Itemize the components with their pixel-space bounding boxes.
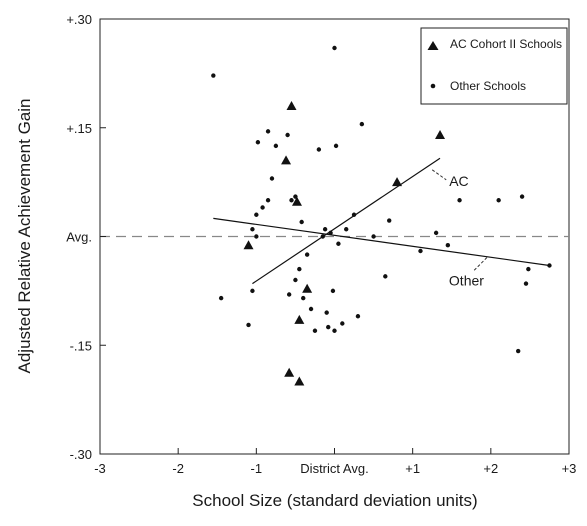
other-school-point <box>250 227 255 232</box>
other-school-point <box>320 234 325 239</box>
ac-school-point <box>302 283 313 293</box>
other-school-point <box>445 243 451 248</box>
other-school-point <box>286 292 292 297</box>
fit-line-other <box>213 217 550 267</box>
x-tick-label: -2 <box>172 461 184 476</box>
other-school-point <box>526 266 531 272</box>
other-school-point <box>308 306 314 312</box>
other-school-point <box>355 314 361 319</box>
legend-box <box>420 27 568 105</box>
other-school-point <box>269 176 275 181</box>
x-tick-label: +1 <box>405 461 420 476</box>
other-school-point <box>293 277 298 283</box>
y-axis-title: Adjusted Relative Achievement Gain <box>15 99 34 374</box>
ac-school-point <box>392 177 403 187</box>
other-school-point <box>344 227 349 232</box>
other-school-point <box>316 147 322 152</box>
other-school-point <box>301 295 306 301</box>
ac-school-point <box>294 314 305 324</box>
other-school-point <box>218 295 224 301</box>
other-school-point <box>250 288 255 294</box>
other-school-point <box>457 198 462 203</box>
fit-line-ac <box>252 157 441 285</box>
other-school-point <box>304 252 310 257</box>
other-school-point <box>246 322 251 328</box>
x-tick-label: District Avg. <box>300 461 368 476</box>
other-school-point <box>293 194 298 199</box>
ac-school-point <box>286 101 297 110</box>
other-school-point <box>265 198 271 203</box>
y-tick-label: -.15 <box>70 338 92 353</box>
other-label-leader <box>472 257 488 272</box>
other-school-point <box>336 241 341 246</box>
other-school-point <box>211 73 216 78</box>
other-school-point <box>496 198 501 203</box>
other-school-point <box>383 274 388 279</box>
other-school-point <box>371 234 376 239</box>
fit-label-other: Other <box>449 273 484 289</box>
ac-school-point <box>281 155 292 165</box>
x-tick-label: -3 <box>94 461 106 476</box>
y-tick-label: +.30 <box>66 12 92 27</box>
other-school-point <box>289 198 294 203</box>
other-school-point <box>523 281 529 286</box>
ac-school-point <box>291 196 302 206</box>
legend-label-ac: AC Cohort II Schools <box>450 37 562 51</box>
other-school-point <box>351 212 357 217</box>
other-school-point <box>515 348 521 354</box>
other-school-point <box>254 234 259 239</box>
other-school-point <box>297 266 302 272</box>
y-tick-label: -.30 <box>70 447 92 462</box>
y-axis: +.30 +.15 Avg. -.15 -.30 <box>66 12 106 462</box>
x-tick-label: +3 <box>562 461 577 476</box>
other-school-point <box>265 129 271 134</box>
other-school-point <box>328 230 333 236</box>
ac-school-point <box>243 240 254 250</box>
other-school-point <box>332 45 337 51</box>
legend-label-other: Other Schools <box>450 79 526 93</box>
x-axis: -3 -2 -1 District Avg. +1 +2 +3 <box>94 448 576 476</box>
other-school-point <box>340 321 345 326</box>
other-school-point <box>330 288 336 294</box>
other-school-point <box>255 140 261 145</box>
ac-label-leader <box>431 169 447 181</box>
x-axis-title: School Size (standard deviation units) <box>192 491 477 510</box>
other-school-point <box>260 205 265 210</box>
legend-triangle-marker <box>427 41 439 50</box>
other-school-point <box>299 219 304 225</box>
other-school-point <box>547 263 552 268</box>
other-school-point <box>418 248 423 254</box>
ac-school-point <box>284 367 295 377</box>
other-school-point <box>333 143 339 149</box>
y-tick-label: +.15 <box>66 121 92 136</box>
y-tick-label: Avg. <box>66 230 92 245</box>
other-school-point <box>322 227 328 232</box>
ac-school-point <box>294 376 305 386</box>
regression-lines: AC Other <box>213 157 550 289</box>
other-school-point <box>254 212 259 217</box>
other-school-point <box>312 328 318 333</box>
ac-school-point <box>435 130 446 139</box>
legend: AC Cohort II Schools Other Schools <box>420 27 568 105</box>
other-school-point <box>433 230 439 236</box>
other-school-point <box>387 218 392 223</box>
other-school-point <box>273 143 279 149</box>
x-tick-label: +2 <box>483 461 498 476</box>
fit-label-ac: AC <box>449 173 468 189</box>
other-school-point <box>332 328 337 333</box>
other-school-point <box>285 132 290 138</box>
other-school-point <box>324 310 329 315</box>
other-school-point <box>359 121 365 127</box>
other-school-point <box>326 324 331 330</box>
legend-dot-marker <box>430 83 436 89</box>
other-school-point <box>519 194 525 199</box>
x-tick-label: -1 <box>251 461 263 476</box>
data-points <box>211 45 552 386</box>
